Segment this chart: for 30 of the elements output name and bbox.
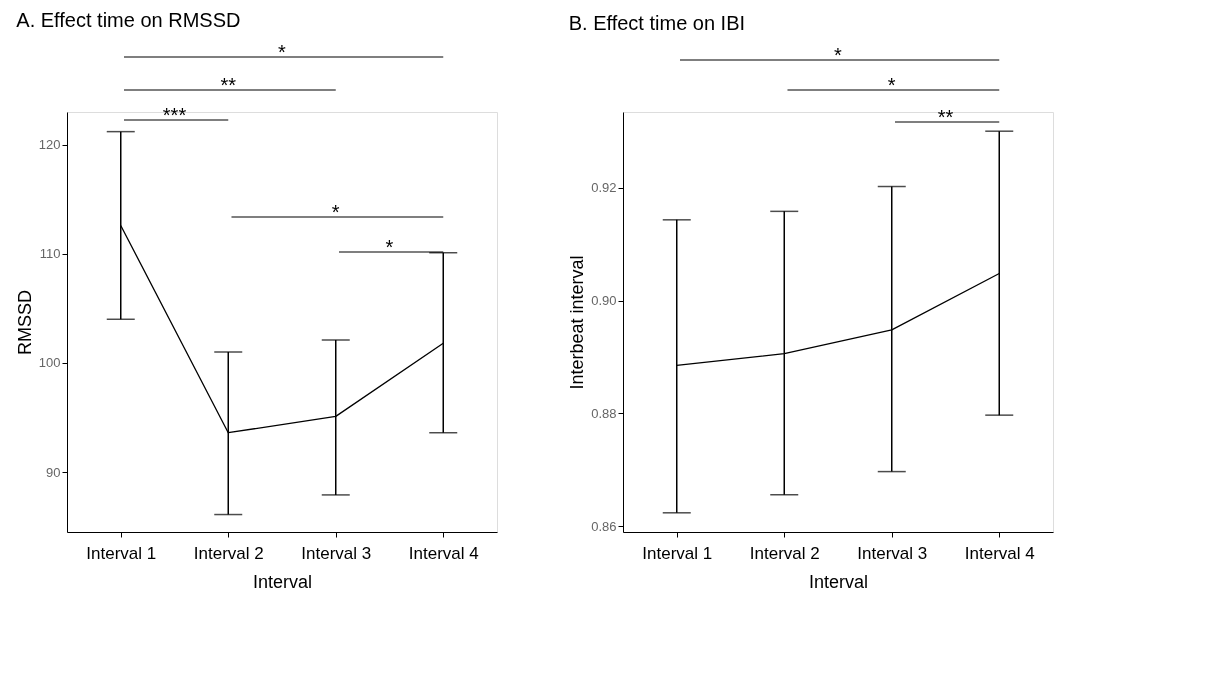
text: * [834, 44, 843, 66]
x-tick-label: Interval 3 [301, 543, 372, 563]
x-tick-label: Interval 2 [193, 543, 264, 563]
text: ** [220, 74, 237, 96]
y-tick-label: 0.92 [591, 180, 617, 196]
y-tick-label: 120 [38, 137, 61, 153]
x-tick-label: Interval 4 [408, 543, 479, 563]
y-tick-label: 0.88 [591, 405, 617, 421]
chart-title: A. Effect time on RMSSD [16, 9, 241, 31]
chart-title: B. Effect time on IBI [568, 12, 746, 34]
x-tick-label: Interval 3 [857, 543, 928, 563]
x-tick-label: Interval 2 [749, 543, 820, 563]
y-tick-label: 100 [38, 355, 61, 371]
text: * [278, 41, 287, 63]
text: * [887, 74, 896, 96]
annotation: * [385, 236, 394, 258]
annotation: * [331, 201, 340, 223]
x-tick-label: Interval 1 [642, 543, 713, 563]
x-tick-label: Interval 4 [964, 543, 1035, 563]
x-tick-label: Interval 1 [86, 543, 157, 563]
y-tick-label: 90 [46, 464, 61, 480]
y-tick-label: 0.90 [591, 293, 617, 309]
annotation: *** [162, 104, 187, 126]
y-axis-title: RMSSD [14, 289, 35, 356]
annotation: ** [937, 106, 954, 128]
x-axis-title: Interval [252, 571, 313, 592]
y-tick-label: 110 [39, 246, 61, 262]
y-axis-title: Interbeat interval [567, 255, 588, 390]
y-tick-label: 0.86 [591, 518, 617, 534]
x-axis-title: Interval [808, 571, 869, 592]
